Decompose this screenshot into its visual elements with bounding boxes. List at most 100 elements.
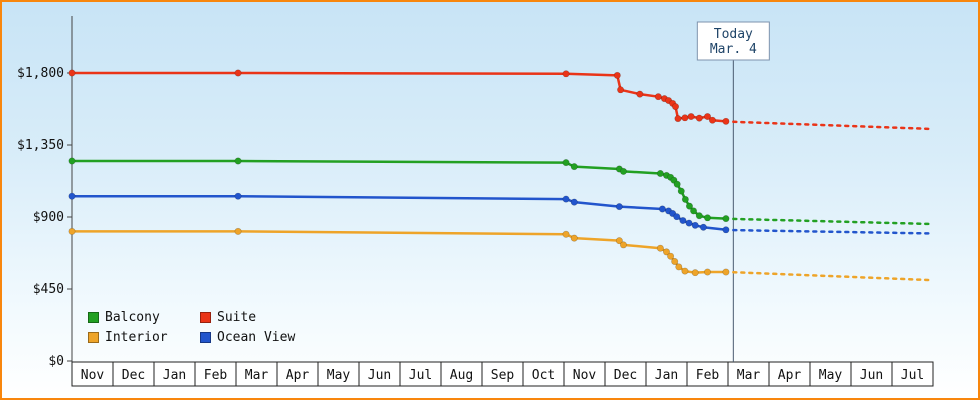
series-forecast-line [732,120,935,131]
data-point [674,115,682,123]
legend-label-balcony: Balcony [105,310,160,325]
data-point [619,167,627,175]
data-point [671,257,679,265]
data-point [687,113,695,121]
month-label: Mar [737,368,761,383]
series-balcony [68,157,935,226]
month-cell [727,361,770,387]
data-point [68,192,76,200]
data-point [681,195,689,203]
today-label-line1: Today [714,27,753,42]
data-point [234,192,242,200]
month-label: Dec [122,368,145,383]
data-point [681,267,689,275]
data-point [679,217,687,225]
month-label: Aug [450,368,473,383]
month-cell [522,361,565,387]
month-cell [891,361,934,387]
data-point [699,223,707,231]
series-line [72,71,727,123]
month-label: May [327,368,351,383]
month-label: Oct [532,368,555,383]
data-point [685,202,693,210]
data-point [667,252,675,260]
today-box [696,21,770,61]
month-label: Feb [696,368,720,383]
legend-label-ocean-view: Ocean View [217,330,296,345]
month-label: Jan [163,368,186,383]
data-point [570,234,578,242]
data-point [672,103,680,111]
data-point [617,86,625,94]
data-point [570,198,578,206]
y-tick-label: $0 [48,354,64,369]
data-point [570,163,578,171]
data-point [708,116,716,124]
data-point [234,69,242,77]
y-tick-label: $1,800 [17,66,64,81]
data-point [613,71,621,79]
data-point [654,93,662,101]
series-line [72,159,727,220]
data-point [615,237,623,245]
month-cell [481,361,524,387]
data-point [681,114,689,122]
data-point [685,219,693,227]
data-point [677,187,685,195]
month-cell [358,361,401,387]
month-cell [71,361,114,387]
legend-item-interior: Interior [88,330,200,345]
legend-swatch-interior [88,332,99,343]
legend-swatch-balcony [88,312,99,323]
data-point [636,90,644,98]
month-label: May [819,368,843,383]
data-point [703,214,711,222]
data-point [722,215,730,223]
legend-label-interior: Interior [105,330,168,345]
legend-item-balcony: Balcony [88,310,200,325]
month-label: Jul [409,368,432,383]
data-point [615,203,623,211]
y-tick-label: $450 [33,282,64,297]
series-forecast-line [732,217,935,226]
data-point [690,207,698,215]
series-line [72,194,727,232]
data-point [722,268,730,276]
data-point [68,157,76,165]
data-point [619,241,627,249]
data-point [703,113,711,121]
data-point [691,269,699,277]
legend-item-suite: Suite [200,310,295,325]
month-cell [317,361,360,387]
month-label: Mar [245,368,269,383]
today-label-line2: Mar. 4 [710,42,757,57]
series-forecast-line [732,270,935,282]
month-label: Jan [655,368,678,383]
data-point [722,117,730,125]
data-point [658,205,666,213]
data-point [68,227,76,235]
data-point [656,244,664,252]
y-tick-label: $900 [33,210,64,225]
y-tick-label: $1,350 [17,138,64,153]
legend: Balcony Suite Interior Ocean View [88,310,295,345]
data-point [562,230,570,238]
legend-swatch-suite [200,312,211,323]
data-point [662,248,670,256]
month-label: Nov [573,368,597,383]
legend-label-suite: Suite [217,310,257,325]
series-forecast-line [732,228,935,235]
data-point [562,195,570,203]
month-cell [440,361,483,387]
data-point [234,227,242,235]
month-label: Dec [614,368,637,383]
month-label: Jul [901,368,924,383]
data-point [562,159,570,167]
month-cell [276,361,319,387]
month-label: Jun [368,368,391,383]
month-cell [768,361,811,387]
month-label: Apr [778,368,802,383]
series-interior [68,227,935,282]
